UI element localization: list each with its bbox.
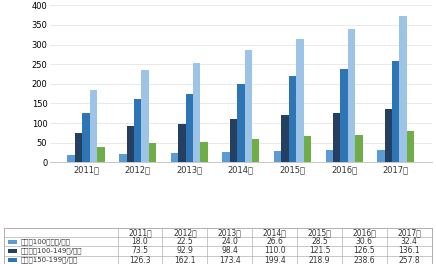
Bar bbox=[407, 131, 414, 162]
Text: 24.0: 24.0 bbox=[221, 237, 238, 246]
Bar bbox=[237, 84, 245, 162]
Bar bbox=[193, 63, 201, 162]
Bar bbox=[90, 90, 97, 162]
Bar bbox=[171, 153, 178, 162]
Bar bbox=[134, 99, 141, 162]
Bar bbox=[399, 16, 407, 162]
Bar bbox=[230, 119, 237, 162]
Text: 121.5: 121.5 bbox=[309, 247, 330, 256]
Text: 2011年: 2011年 bbox=[128, 228, 152, 237]
Text: 136.1: 136.1 bbox=[399, 247, 420, 256]
Text: 2015年: 2015年 bbox=[307, 228, 331, 237]
Bar bbox=[222, 152, 230, 162]
Bar bbox=[355, 135, 363, 162]
Text: 92.9: 92.9 bbox=[177, 247, 193, 256]
Bar bbox=[252, 139, 259, 162]
Text: 30.6: 30.6 bbox=[356, 237, 373, 246]
Text: 162.1: 162.1 bbox=[174, 256, 196, 264]
FancyBboxPatch shape bbox=[4, 228, 432, 264]
Bar bbox=[348, 29, 355, 162]
Text: 2012年: 2012年 bbox=[173, 228, 197, 237]
Text: 73.5: 73.5 bbox=[132, 247, 149, 256]
Bar bbox=[8, 258, 17, 262]
Text: 126.3: 126.3 bbox=[129, 256, 151, 264]
Bar bbox=[178, 124, 186, 162]
Bar bbox=[274, 151, 281, 162]
Text: 22.5: 22.5 bbox=[177, 237, 193, 246]
Text: 2014年: 2014年 bbox=[262, 228, 286, 237]
Text: 2016年: 2016年 bbox=[352, 228, 376, 237]
Bar bbox=[126, 126, 134, 162]
Text: 238.6: 238.6 bbox=[354, 256, 375, 264]
Text: 98.4: 98.4 bbox=[221, 247, 238, 256]
Text: 173.4: 173.4 bbox=[219, 256, 241, 264]
Text: 199.4: 199.4 bbox=[264, 256, 286, 264]
Bar bbox=[377, 150, 385, 162]
Bar bbox=[97, 147, 105, 162]
Text: 257.8: 257.8 bbox=[399, 256, 420, 264]
Bar bbox=[333, 113, 341, 162]
Text: 28.5: 28.5 bbox=[311, 237, 328, 246]
Text: 126.5: 126.5 bbox=[354, 247, 375, 256]
Text: 2013年: 2013年 bbox=[218, 228, 242, 237]
Bar bbox=[341, 69, 348, 162]
Bar bbox=[303, 136, 311, 162]
Text: 18.0: 18.0 bbox=[132, 237, 148, 246]
Bar bbox=[201, 142, 208, 162]
Text: 110.0: 110.0 bbox=[264, 247, 286, 256]
Bar bbox=[245, 50, 252, 162]
Bar bbox=[296, 39, 303, 162]
Text: 26.6: 26.6 bbox=[266, 237, 283, 246]
Text: 低端（100元以下/罐）: 低端（100元以下/罐） bbox=[20, 238, 70, 245]
Bar bbox=[392, 61, 399, 162]
Bar bbox=[68, 155, 75, 162]
Bar bbox=[8, 249, 17, 253]
Bar bbox=[149, 143, 156, 162]
Bar bbox=[186, 94, 193, 162]
Text: 218.9: 218.9 bbox=[309, 256, 330, 264]
Bar bbox=[326, 150, 333, 162]
Bar bbox=[82, 113, 90, 162]
Bar bbox=[119, 154, 126, 162]
Text: 32.4: 32.4 bbox=[401, 237, 418, 246]
Bar bbox=[385, 109, 392, 162]
Bar bbox=[289, 76, 296, 162]
Bar bbox=[141, 70, 149, 162]
Text: 2017年: 2017年 bbox=[397, 228, 421, 237]
Bar bbox=[281, 115, 289, 162]
Text: 中低端（100-149元/罐）: 中低端（100-149元/罐） bbox=[20, 248, 82, 254]
Bar bbox=[8, 240, 17, 244]
Bar bbox=[75, 134, 82, 162]
Text: 中端（150-199元/罐）: 中端（150-199元/罐） bbox=[20, 257, 78, 263]
